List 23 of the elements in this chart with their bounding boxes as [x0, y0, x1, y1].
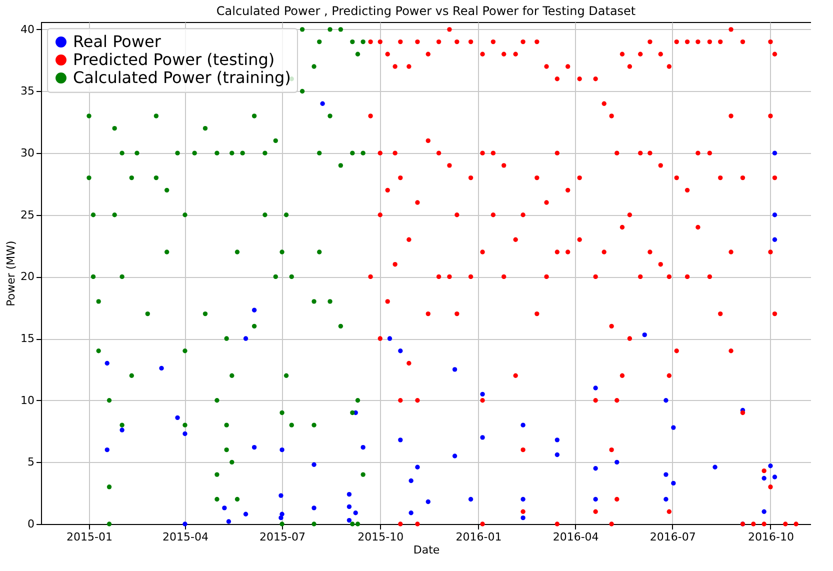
legend-label: Real Power: [73, 32, 162, 51]
x-tick-label: 2016-07: [650, 530, 696, 544]
x-tick-label: 2016-10: [748, 530, 794, 544]
y-tick-label: 0: [28, 518, 34, 530]
x-tick-label: 2016-01: [456, 530, 502, 544]
y-tick-label: 30: [20, 146, 34, 160]
x-tick-label: 2015-07: [260, 530, 306, 544]
y-axis-title: Power (MW): [4, 240, 18, 306]
y-tick-label: 35: [20, 84, 34, 98]
chart-title: Calculated Power , Predicting Power vs Real Power for Testing Dataset: [216, 4, 636, 18]
y-tick-label: 15: [20, 332, 34, 346]
y-tick-label: 20: [20, 270, 34, 284]
x-tick-label: 2015-10: [358, 530, 404, 544]
x-tick-label: 2015-01: [66, 530, 112, 544]
x-tick-label: 2016-04: [552, 530, 599, 544]
y-tick-label: 40: [20, 22, 34, 36]
legend-label: Calculated Power (training): [73, 68, 291, 87]
y-tick-label: 25: [20, 208, 34, 222]
x-tick-label: 2015-04: [162, 530, 208, 544]
y-tick-label: 5: [28, 456, 34, 469]
x-axis-title: Date: [413, 544, 440, 556]
legend-label: Predicted Power (testing): [73, 50, 275, 69]
y-tick-label: 10: [20, 394, 34, 407]
